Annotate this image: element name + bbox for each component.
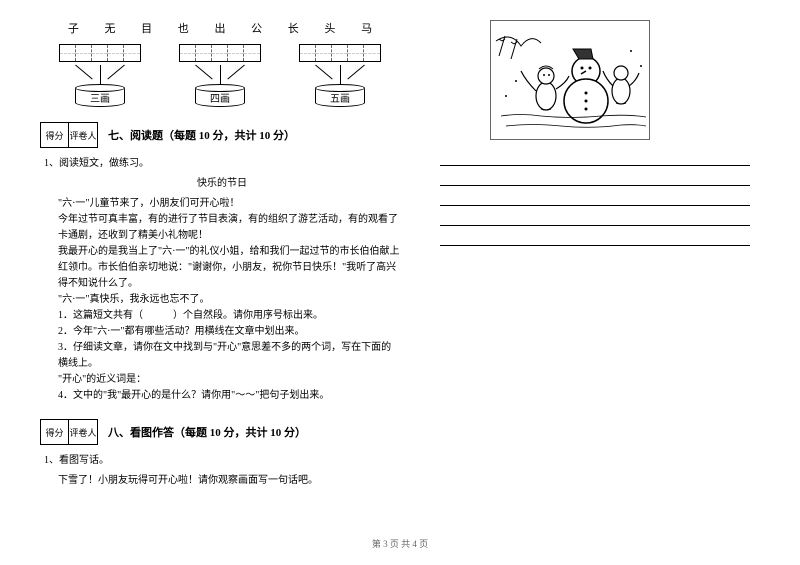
character-row: 子 无 目 也 出 公 长 头 马 bbox=[40, 20, 400, 44]
bin-label: 三画 bbox=[90, 90, 110, 105]
passage-title: 快乐的节日 bbox=[44, 176, 400, 192]
char: 公 bbox=[251, 20, 262, 36]
char: 头 bbox=[324, 20, 335, 36]
sub-question: 3．仔细读文章，请你在文中找到与"开心"意思差不多的两个词，写在下面的横线上。 bbox=[58, 340, 400, 372]
grader-label: 评卷人 bbox=[69, 420, 97, 444]
char: 马 bbox=[361, 20, 372, 36]
funnel-icon bbox=[305, 65, 375, 85]
bin-label: 四画 bbox=[210, 90, 230, 105]
score-label: 得分 bbox=[41, 420, 69, 444]
funnel-icon bbox=[65, 65, 135, 85]
score-label: 得分 bbox=[41, 123, 69, 147]
q1-label: 1、阅读短文，做练习。 bbox=[44, 156, 400, 172]
grader-label: 评卷人 bbox=[69, 123, 97, 147]
left-column: 子 无 目 也 出 公 长 头 马 三画 四画 bbox=[40, 20, 400, 510]
q1-label: 1、看图写话。 bbox=[44, 453, 400, 469]
grid-box bbox=[59, 44, 141, 62]
answer-line bbox=[440, 230, 750, 246]
char: 无 bbox=[104, 20, 115, 36]
sort-group-5: 五画 bbox=[299, 44, 381, 107]
paragraph: "六·一"真快乐，我永远也忘不了。 bbox=[58, 292, 400, 308]
cylinder-4: 四画 bbox=[195, 85, 245, 107]
sorting-diagram: 三画 四画 五画 bbox=[40, 44, 400, 107]
char: 长 bbox=[288, 20, 299, 36]
grid-box bbox=[299, 44, 381, 62]
answer-line bbox=[440, 210, 750, 226]
sub-question: 4．文中的"我"最开心的是什么？请你用"～～"把句子划出来。 bbox=[58, 388, 400, 404]
paragraph: 今年过节可真丰富，有的进行了节目表演，有的组织了游艺活动，有的观看了卡通剧，还收… bbox=[58, 212, 400, 244]
section-8-header: 得分 评卷人 八、看图作答（每题 10 分，共计 10 分） bbox=[40, 419, 400, 445]
sort-group-4: 四画 bbox=[179, 44, 261, 107]
page-footer: 第 3 页 共 4 页 bbox=[0, 537, 800, 550]
right-column bbox=[430, 20, 760, 510]
bin-label: 五画 bbox=[330, 90, 350, 105]
answer-line bbox=[440, 170, 750, 186]
score-box: 得分 评卷人 bbox=[40, 122, 98, 148]
grid-box bbox=[179, 44, 261, 62]
section-7-title: 七、阅读题（每题 10 分，共计 10 分） bbox=[108, 127, 295, 143]
answer-line bbox=[440, 190, 750, 206]
section-7-header: 得分 评卷人 七、阅读题（每题 10 分，共计 10 分） bbox=[40, 122, 400, 148]
cylinder-3: 三画 bbox=[75, 85, 125, 107]
sort-group-3: 三画 bbox=[59, 44, 141, 107]
funnel-icon bbox=[185, 65, 255, 85]
reading-question: 1、阅读短文，做练习。 快乐的节日 "六·一"儿童节来了，小朋友们可开心啦！ 今… bbox=[44, 156, 400, 404]
answer-line bbox=[440, 150, 750, 166]
char: 出 bbox=[214, 20, 225, 36]
section-8-title: 八、看图作答（每题 10 分，共计 10 分） bbox=[108, 424, 306, 440]
char: 子 bbox=[68, 20, 79, 36]
char: 也 bbox=[178, 20, 189, 36]
instruction: 下雪了！小朋友玩得可开心啦！请你观察画面写一句话吧。 bbox=[58, 473, 400, 489]
cylinder-5: 五画 bbox=[315, 85, 365, 107]
char: 目 bbox=[141, 20, 152, 36]
score-box: 得分 评卷人 bbox=[40, 419, 98, 445]
paragraph: 我最开心的是我当上了"六·一"的礼仪小姐，给和我们一起过节的市长伯伯献上红领巾。… bbox=[58, 244, 400, 292]
snowman-illustration bbox=[490, 20, 650, 140]
paragraph: "六·一"儿童节来了，小朋友们可开心啦！ bbox=[58, 196, 400, 212]
sub-question: "开心"的近义词是： bbox=[58, 372, 400, 388]
sub-question: 1．这篇短文共有（ ）个自然段。请你用序号标出来。 bbox=[58, 308, 400, 324]
picture-question: 1、看图写话。 下雪了！小朋友玩得可开心啦！请你观察画面写一句话吧。 bbox=[44, 453, 400, 489]
sub-question: 2．今年"六·一"都有哪些活动？用横线在文章中划出来。 bbox=[58, 324, 400, 340]
